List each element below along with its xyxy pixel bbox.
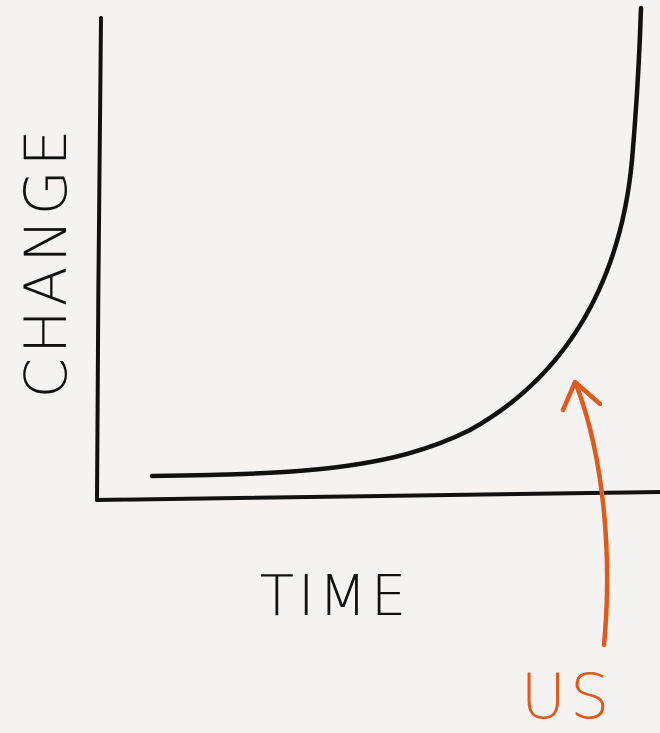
y-axis-label: CHANGE (12, 126, 80, 399)
x-axis-label: TIME (260, 564, 410, 629)
x-axis (95, 490, 660, 502)
annotation: US (521, 660, 614, 733)
arrow-shaft (573, 381, 610, 648)
arrow-head (560, 379, 603, 413)
growth-curve (149, 5, 644, 479)
y-axis (95, 16, 103, 502)
